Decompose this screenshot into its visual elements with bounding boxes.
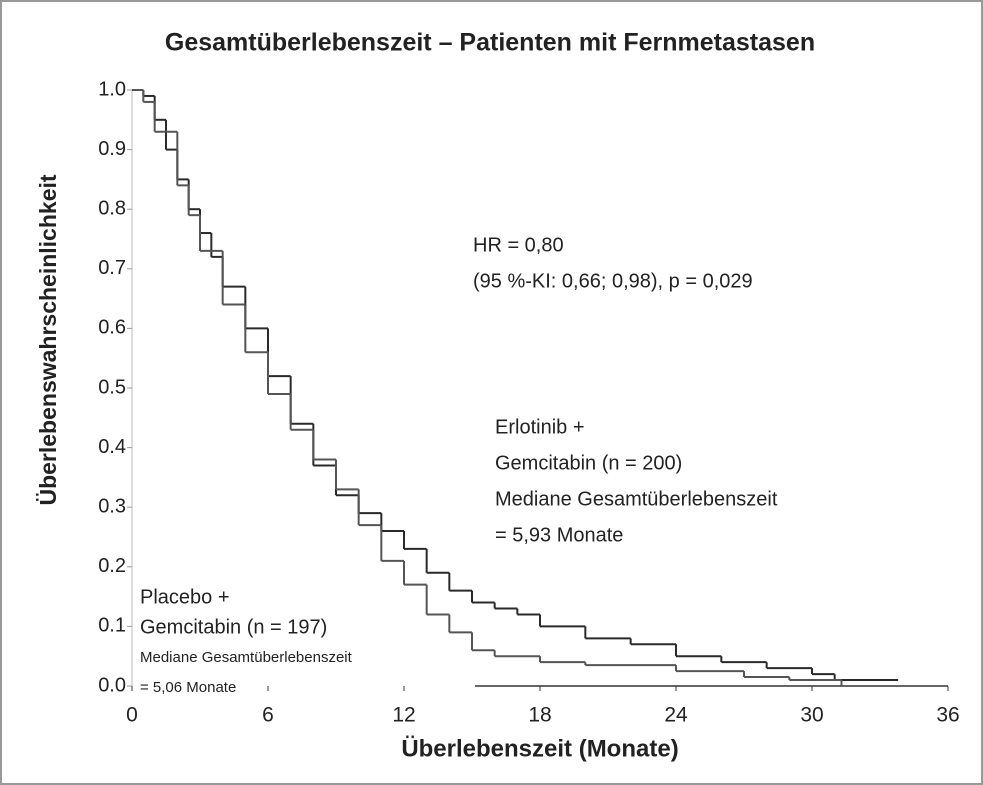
x-tick-label: 0 [126, 704, 138, 727]
x-tick-label: 36 [936, 704, 959, 727]
annotation: Gemcitabin (n = 200) [495, 452, 682, 474]
annotation: Placebo + [140, 586, 230, 608]
annotation: = 5,06 Monate [140, 679, 236, 696]
y-tick-label: 0.8 [98, 197, 126, 219]
annotation: HR = 0,80 [473, 234, 564, 256]
annotation: Gemcitabin (n = 197) [140, 616, 327, 638]
annotation: Mediane Gesamtüberlebenszeit [495, 488, 778, 510]
y-tick-label: 0.5 [98, 376, 126, 398]
y-tick-label: 0.3 [98, 495, 126, 517]
y-tick-label: 0.4 [98, 436, 126, 458]
y-tick-label: 1.0 [98, 78, 126, 100]
y-tick-label: 0.2 [98, 555, 126, 577]
y-tick-label: 0.7 [98, 257, 126, 279]
annotation: = 5,93 Monate [495, 524, 623, 546]
x-tick-label: 6 [262, 704, 274, 727]
x-tick-label: 12 [392, 704, 415, 727]
x-tick-label: 24 [664, 704, 688, 727]
y-axis-label: Überlebenswahrscheinlichkeit [35, 174, 61, 505]
y-tick-label: 0.1 [98, 615, 126, 637]
annotation: (95 %-KI: 0,66; 0,98), p = 0,029 [473, 270, 753, 292]
y-tick-label: 0.9 [98, 138, 126, 160]
y-tick-label: 0.0 [98, 674, 126, 696]
x-tick-label: 30 [800, 704, 823, 727]
x-tick-label: 18 [528, 704, 551, 727]
y-tick-label: 0.6 [98, 317, 126, 339]
annotation: Mediane Gesamtüberlebenszeit [140, 649, 353, 666]
x-axis-label: Überlebenszeit (Monate) [401, 735, 678, 762]
annotation: Erlotinib + [495, 416, 585, 438]
chart-title: Gesamtüberlebenszeit – Patienten mit Fer… [165, 29, 815, 57]
